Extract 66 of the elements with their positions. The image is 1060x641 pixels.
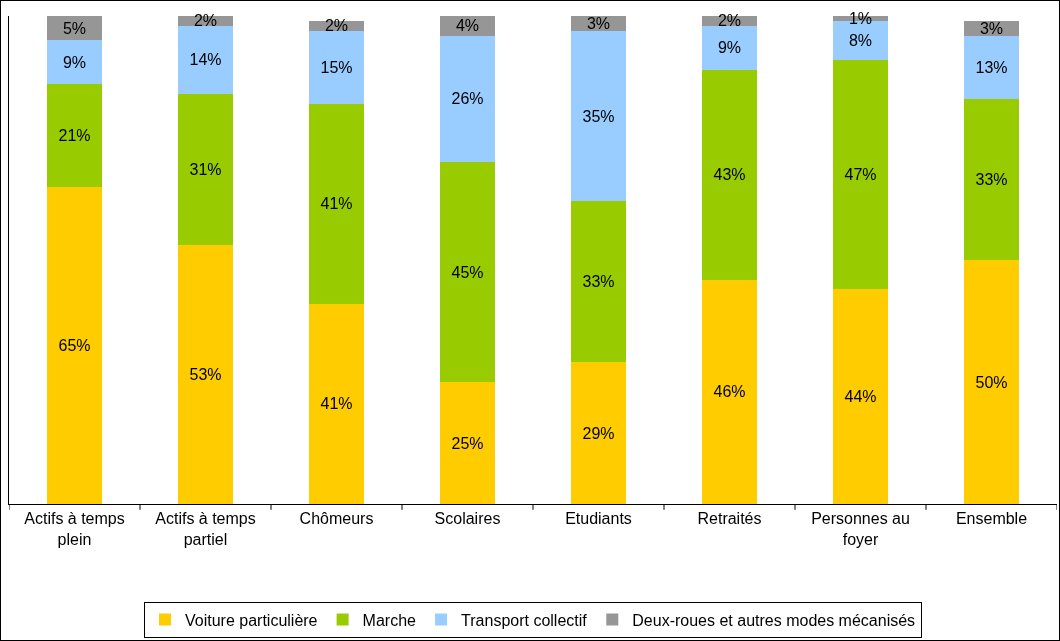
legend-label: Marche — [362, 611, 417, 629]
bar — [963, 98, 1020, 260]
data-label: 31% — [189, 161, 222, 179]
data-label: 4% — [455, 17, 480, 35]
bar — [701, 69, 758, 280]
data-label: 3% — [586, 14, 611, 32]
bar — [570, 362, 627, 504]
bar — [439, 382, 496, 504]
x-tick-label: Actifs à temps partiel — [155, 510, 256, 548]
bar — [177, 25, 234, 95]
bar — [963, 35, 1020, 99]
data-label: 50% — [975, 373, 1008, 391]
data-label: 13% — [975, 58, 1008, 76]
bar — [701, 25, 758, 70]
x-tick-label: Retraités — [697, 510, 762, 528]
bar — [439, 35, 496, 163]
bar — [439, 162, 496, 382]
data-label: 33% — [975, 170, 1008, 188]
data-label: 53% — [189, 366, 222, 384]
legend-label: Voiture particulière — [185, 611, 318, 629]
legend-label: Transport collectif — [461, 611, 588, 629]
data-label: 5% — [62, 19, 87, 37]
bar — [832, 289, 889, 504]
x-tick-label: Etudiants — [565, 510, 632, 528]
data-label: 45% — [451, 263, 484, 281]
bar — [46, 186, 103, 504]
bar — [308, 103, 365, 304]
data-label: 9% — [717, 39, 742, 57]
data-label: 41% — [320, 195, 353, 213]
data-label: 14% — [189, 51, 222, 69]
bar — [570, 201, 627, 363]
data-label: 33% — [582, 273, 615, 291]
data-label: 44% — [844, 388, 877, 406]
bar — [177, 94, 234, 246]
bar — [570, 30, 627, 202]
data-label: 21% — [58, 127, 91, 145]
bar — [308, 30, 365, 104]
data-label: 9% — [62, 53, 87, 71]
bar — [832, 59, 889, 290]
x-tick-label: Chômeurs — [299, 510, 374, 528]
bar — [701, 279, 758, 504]
data-label: 26% — [451, 90, 484, 108]
x-tick-label: Scolaires — [434, 510, 501, 528]
bar — [46, 40, 103, 85]
bar — [46, 84, 103, 187]
data-label: 2% — [193, 12, 218, 30]
data-label: 46% — [713, 383, 746, 401]
data-label: 25% — [451, 434, 484, 452]
data-label: 35% — [582, 107, 615, 125]
data-label: 41% — [320, 395, 353, 413]
data-label: 47% — [844, 166, 877, 184]
bar — [177, 245, 234, 504]
x-tick-label: Actifs à temps plein — [24, 510, 125, 548]
data-label: 15% — [320, 58, 353, 76]
x-tick-label: Personnes au foyer — [811, 510, 910, 548]
data-label: 8% — [848, 31, 873, 49]
bar — [308, 303, 365, 504]
legend-label: Deux-roues et autres modes mécanisés — [632, 611, 916, 629]
data-label: 65% — [58, 336, 91, 354]
data-label: 2% — [324, 17, 349, 35]
data-label: 29% — [582, 424, 615, 442]
data-label: 43% — [713, 166, 746, 184]
data-label: 2% — [717, 12, 742, 30]
x-tick-label: Ensemble — [955, 510, 1028, 528]
data-label: 3% — [979, 19, 1004, 37]
bar — [963, 260, 1020, 504]
